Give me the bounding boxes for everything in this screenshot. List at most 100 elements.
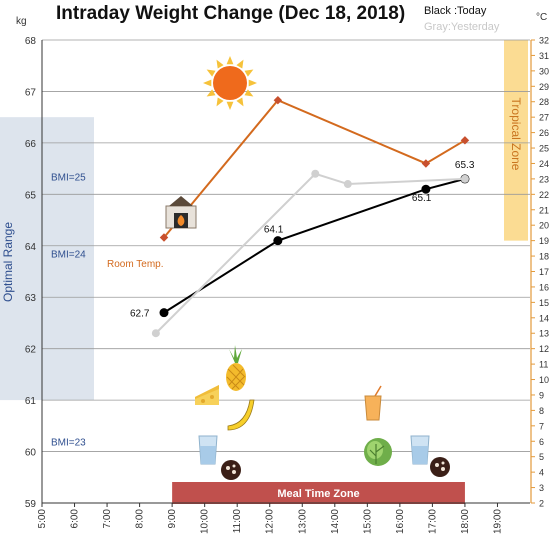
sun-ray bbox=[216, 97, 224, 107]
bmi-label: BMI=24 bbox=[51, 249, 86, 260]
y-right-tick-label: 17 bbox=[539, 267, 549, 277]
y-left-tick-label: 66 bbox=[25, 139, 37, 150]
cookie-body bbox=[221, 460, 241, 480]
y-right-tick-label: 4 bbox=[539, 468, 544, 478]
sun-ray bbox=[236, 97, 244, 107]
sun-ray bbox=[203, 79, 212, 87]
sun-ray bbox=[226, 56, 234, 65]
y-right-tick-label: 32 bbox=[539, 36, 549, 46]
data-point-room-temp bbox=[273, 95, 283, 105]
y-left-tick-label: 63 bbox=[25, 293, 37, 304]
data-point-yesterday bbox=[343, 180, 352, 189]
cookie-cream bbox=[232, 470, 236, 474]
pineapple-leaves bbox=[229, 345, 242, 363]
y-right-tick-label: 27 bbox=[539, 113, 549, 123]
y-right-tick-label: 15 bbox=[539, 298, 549, 308]
axes-layer: 5960616263646566676823456789101112131415… bbox=[25, 36, 549, 535]
x-tick-label: 11:00 bbox=[232, 509, 243, 534]
y-right-tick-label: 21 bbox=[539, 205, 549, 215]
data-point-yesterday bbox=[311, 169, 320, 178]
lettuce-veins bbox=[369, 444, 385, 464]
data-point-today bbox=[159, 308, 169, 318]
y-right-tick-label: 13 bbox=[539, 329, 549, 339]
sun-ray bbox=[244, 89, 254, 97]
y-right-tick-label: 16 bbox=[539, 282, 549, 292]
chocolate-cookie-icon bbox=[221, 460, 241, 480]
glass-water bbox=[200, 446, 216, 464]
x-tick-label: 8:00 bbox=[135, 509, 146, 529]
pineapple-icon bbox=[226, 345, 246, 391]
y-right-unit: °C bbox=[536, 12, 547, 23]
y-left-tick-label: 64 bbox=[25, 242, 37, 253]
data-point-room-temp bbox=[421, 159, 431, 168]
x-tick-label: 16:00 bbox=[395, 509, 406, 534]
bands-layer: BMI=25 BMI=24 BMI=23 bbox=[0, 40, 528, 504]
y-right-tick-label: 2 bbox=[539, 499, 544, 509]
x-tick-label: 19:00 bbox=[492, 509, 503, 534]
y-right-tick-label: 9 bbox=[539, 390, 544, 400]
cookie-cream bbox=[226, 466, 230, 470]
data-point-room-temp bbox=[159, 233, 169, 242]
y-left-unit: kg bbox=[16, 16, 27, 27]
data-point-yesterday bbox=[151, 329, 160, 338]
tropical-zone-band bbox=[504, 40, 528, 241]
x-tick-label: 7:00 bbox=[102, 509, 113, 529]
y-right-tick-label: 8 bbox=[539, 406, 544, 416]
y-left-tick-label: 59 bbox=[25, 499, 37, 510]
legend-yesterday: Gray:Yesterday bbox=[424, 21, 500, 33]
y-right-tick-label: 6 bbox=[539, 437, 544, 447]
grid-layer bbox=[42, 39, 530, 504]
data-label-today: 64.1 bbox=[264, 225, 284, 236]
glass-water bbox=[412, 446, 428, 464]
series-line-yesterday bbox=[155, 172, 465, 334]
x-tick-label: 9:00 bbox=[167, 509, 178, 529]
bmi-label: BMI=25 bbox=[51, 172, 86, 183]
x-tick-label: 10:00 bbox=[200, 509, 211, 534]
y-right-tick-label: 10 bbox=[539, 375, 549, 385]
y-right-tick-label: 12 bbox=[539, 344, 549, 354]
sun-ray bbox=[244, 69, 254, 77]
cookie-body bbox=[430, 457, 450, 477]
y-right-tick-label: 20 bbox=[539, 221, 549, 231]
cheese-hole bbox=[201, 399, 205, 403]
cookie-cream bbox=[441, 461, 445, 465]
sun-icon bbox=[203, 56, 257, 110]
x-tick-label: 18:00 bbox=[460, 509, 471, 534]
juice-glass-icon bbox=[364, 385, 382, 421]
series-line-room-temp bbox=[163, 98, 466, 239]
y-right-tick-label: 31 bbox=[539, 51, 549, 61]
sun-ray bbox=[206, 69, 216, 77]
series-line-today bbox=[163, 177, 466, 314]
sun-ray bbox=[216, 59, 224, 69]
cheese-icon bbox=[195, 385, 219, 405]
legend-today: Black :Today bbox=[424, 5, 487, 17]
juice-body bbox=[364, 395, 382, 421]
cookie-cream bbox=[232, 464, 236, 468]
data-point-yesterday bbox=[460, 174, 469, 183]
cookie-cream bbox=[441, 467, 445, 471]
y-right-tick-label: 14 bbox=[539, 313, 549, 323]
y-left-tick-label: 67 bbox=[25, 87, 37, 98]
x-tick-label: 17:00 bbox=[427, 509, 438, 534]
meal-time-zone-label: Meal Time Zone bbox=[277, 488, 359, 500]
cheese-top bbox=[195, 385, 219, 399]
optimal-range-band bbox=[0, 117, 94, 401]
x-tick-label: 6:00 bbox=[70, 509, 81, 529]
data-point-room-temp bbox=[460, 136, 470, 145]
banana-body bbox=[227, 399, 255, 431]
bmi-label: BMI=23 bbox=[51, 437, 86, 448]
optimal-range-label: Optimal Range bbox=[1, 222, 15, 302]
y-left-tick-label: 60 bbox=[25, 448, 37, 459]
y-left-tick-label: 68 bbox=[25, 36, 37, 47]
y-right-tick-label: 23 bbox=[539, 174, 549, 184]
icons-layer bbox=[165, 56, 450, 480]
series-layer: 62.7 64.1 65.1 65.3 bbox=[130, 95, 475, 338]
y-right-tick-label: 25 bbox=[539, 144, 549, 154]
fireplace-roof bbox=[169, 196, 193, 206]
data-point-today bbox=[421, 184, 431, 194]
cheese-hole bbox=[210, 395, 214, 399]
straw bbox=[374, 385, 382, 397]
banana-icon bbox=[227, 399, 255, 431]
y-right-tick-label: 7 bbox=[539, 421, 544, 431]
cookie-cream bbox=[435, 463, 439, 467]
